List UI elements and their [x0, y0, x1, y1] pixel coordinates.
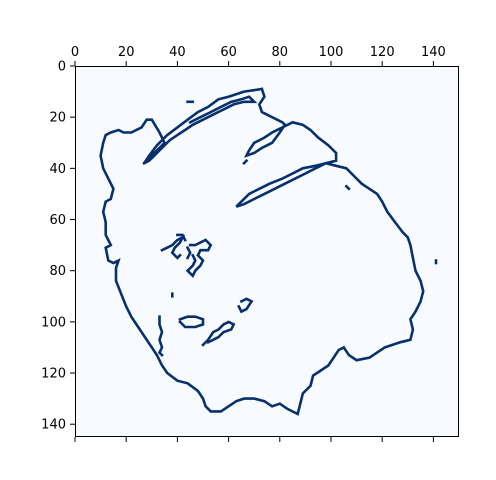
edge-trace-lower-vertical — [157, 315, 164, 357]
edge-trace-hatch-upper-2 — [344, 184, 351, 191]
x-tick-label: 60 — [220, 45, 237, 60]
axes-frame — [75, 66, 459, 437]
x-tick-label: 100 — [319, 45, 344, 60]
x-tick-label: 80 — [272, 45, 289, 60]
x-tick-label: 20 — [118, 45, 135, 60]
edge-trace-center-blob-1 — [160, 234, 186, 260]
edge-trace-hatch-upper-1 — [242, 158, 249, 166]
y-tick-label: 60 — [49, 213, 66, 228]
edge-trace-outer-contour — [99, 87, 425, 416]
edge-trace-leaf-upper-inner — [142, 95, 258, 165]
y-tick-label: 20 — [49, 111, 66, 126]
y-tick-label: 140 — [41, 418, 66, 433]
edge-trace-center-blob-4 — [185, 245, 192, 260]
y-axis-left: 0 20 40 60 80 100 120 140 — [41, 60, 75, 433]
x-axis-bottom-ticks — [74, 437, 434, 442]
y-tick-label: 0 — [58, 60, 66, 75]
image-background — [75, 66, 459, 437]
y-tick-label: 120 — [41, 367, 66, 382]
y-tick-label: 80 — [49, 264, 66, 279]
edge-trace-small-arc — [237, 297, 254, 314]
x-axis-top: 0 20 40 60 80 100 120 140 — [71, 45, 446, 66]
x-tick-label: 120 — [370, 45, 395, 60]
y-tick-label: 40 — [49, 162, 66, 177]
edge-trace-center-blob-3 — [185, 238, 213, 278]
edge-trace-lower-right-stroke — [201, 320, 236, 347]
x-tick-label: 40 — [169, 45, 186, 60]
x-tick-label: 0 — [71, 45, 79, 60]
y-tick-label: 100 — [41, 315, 66, 330]
edge-trace-lower-loop — [178, 315, 205, 329]
x-tick-label: 140 — [421, 45, 446, 60]
edge-traces — [99, 87, 438, 416]
plot-area — [75, 66, 459, 437]
edge-trace-center-blob-2 — [176, 233, 187, 242]
